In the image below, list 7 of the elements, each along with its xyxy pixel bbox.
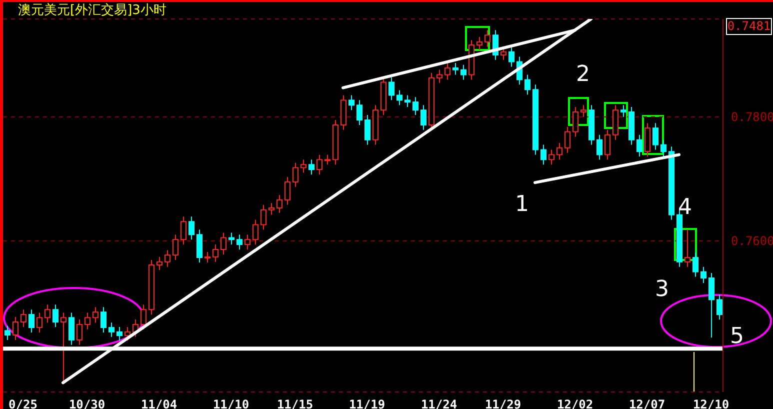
annotation: 1 <box>514 192 530 218</box>
text: 0.7481 <box>726 18 772 35</box>
annotation: 2 <box>575 62 591 88</box>
chart-title: 澳元美元[外汇交易]3小时 <box>18 2 166 19</box>
annotation: 3 <box>654 277 670 303</box>
text: 5 <box>729 324 745 350</box>
annotation: 4 <box>677 195 693 221</box>
